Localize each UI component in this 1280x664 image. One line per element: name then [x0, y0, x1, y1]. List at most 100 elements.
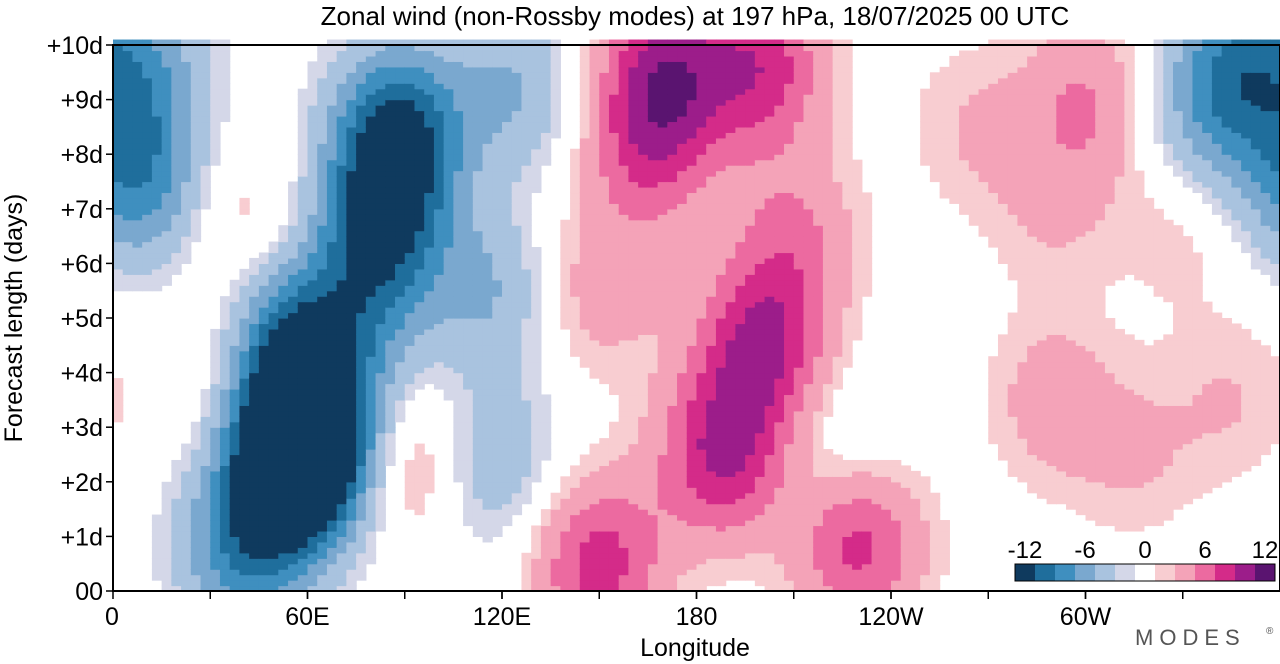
- field-cell: [589, 585, 600, 592]
- field-cell: [385, 388, 396, 396]
- field-cell: [375, 339, 386, 346]
- field-cell: [453, 470, 464, 477]
- field-cell: [579, 186, 591, 194]
- field-cell: [200, 394, 211, 401]
- field-cell: [161, 115, 172, 123]
- field-cell: [161, 219, 172, 226]
- field-cell: [317, 569, 328, 576]
- field-cell: [463, 481, 474, 488]
- field-cell: [472, 132, 484, 139]
- field-cell: [268, 459, 279, 467]
- field-cell: [443, 55, 454, 62]
- field-cell: [307, 525, 318, 532]
- field-cell: [482, 339, 493, 346]
- field-cell: [570, 279, 581, 286]
- field-cell: [531, 323, 542, 330]
- field-cell: [336, 372, 347, 379]
- field-cell: [696, 83, 707, 90]
- field-cell: [715, 427, 727, 434]
- field-cell: [200, 498, 211, 505]
- field-cell: [521, 77, 532, 84]
- field-cell: [463, 290, 474, 297]
- field-cell: [677, 115, 688, 123]
- field-cell: [229, 372, 241, 379]
- field-cell: [608, 585, 620, 592]
- field-cell: [638, 203, 649, 210]
- field-cell: [307, 356, 318, 363]
- field-cell: [667, 268, 678, 275]
- field-cell: [540, 454, 552, 461]
- field-cell: [326, 50, 338, 57]
- field-cell: [404, 470, 416, 477]
- field-cell: [365, 361, 377, 368]
- field-cell: [715, 94, 727, 101]
- field-cell: [492, 88, 503, 95]
- field-cell: [200, 192, 211, 199]
- field-cell: [560, 307, 571, 314]
- field-cell: [696, 552, 707, 559]
- field-cell: [667, 170, 678, 177]
- field-cell: [171, 241, 182, 248]
- field-cell: [278, 547, 289, 554]
- field-cell: [696, 208, 707, 215]
- field-cell: [696, 214, 707, 221]
- field-cell: [424, 121, 435, 128]
- field-cell: [375, 432, 386, 439]
- field-cell: [647, 405, 659, 412]
- field-cell: [132, 83, 143, 90]
- field-cell: [511, 432, 523, 439]
- field-cell: [618, 208, 630, 215]
- field-cell: [647, 530, 659, 537]
- field-cell: [453, 350, 464, 357]
- field-cell: [268, 438, 279, 445]
- field-cell: [190, 88, 202, 95]
- field-cell: [677, 55, 688, 62]
- field-cell: [521, 312, 532, 319]
- field-cell: [142, 99, 153, 106]
- field-cell: [326, 312, 338, 319]
- field-cell: [307, 192, 318, 199]
- field-cell: [696, 514, 707, 521]
- field-cell: [482, 530, 493, 537]
- field-cell: [570, 476, 581, 483]
- field-cell: [706, 126, 717, 133]
- field-cell: [365, 394, 377, 401]
- field-cell: [258, 263, 270, 270]
- field-cell: [326, 285, 338, 292]
- field-cell: [521, 148, 532, 155]
- field-cell: [677, 536, 688, 543]
- field-cell: [472, 263, 484, 270]
- field-cell: [317, 126, 328, 133]
- field-cell: [608, 372, 620, 379]
- field-cell: [200, 388, 211, 396]
- field-cell: [297, 378, 309, 385]
- field-cell: [326, 203, 338, 210]
- field-cell: [608, 165, 620, 172]
- field-cell: [686, 481, 698, 488]
- field-cell: [521, 334, 532, 341]
- field-cell: [142, 148, 153, 155]
- field-cell: [638, 176, 649, 183]
- field-cell: [696, 66, 707, 73]
- field-cell: [385, 72, 396, 79]
- field-cell: [453, 449, 464, 456]
- field-cell: [365, 159, 377, 166]
- field-cell: [278, 427, 289, 434]
- field-cell: [482, 203, 493, 210]
- field-cell: [443, 165, 454, 172]
- field-cell: [618, 580, 630, 587]
- field-cell: [171, 88, 182, 95]
- field-cell: [599, 530, 610, 537]
- field-cell: [521, 372, 532, 379]
- field-cell: [365, 132, 377, 139]
- field-cell: [356, 399, 367, 406]
- field-cell: [463, 470, 474, 477]
- field-cell: [628, 290, 639, 297]
- field-cell: [288, 307, 299, 314]
- field-cell: [715, 219, 727, 226]
- field-cell: [579, 465, 591, 472]
- field-cell: [579, 301, 591, 308]
- field-cell: [346, 399, 357, 406]
- field-cell: [375, 399, 386, 406]
- field-cell: [171, 115, 182, 123]
